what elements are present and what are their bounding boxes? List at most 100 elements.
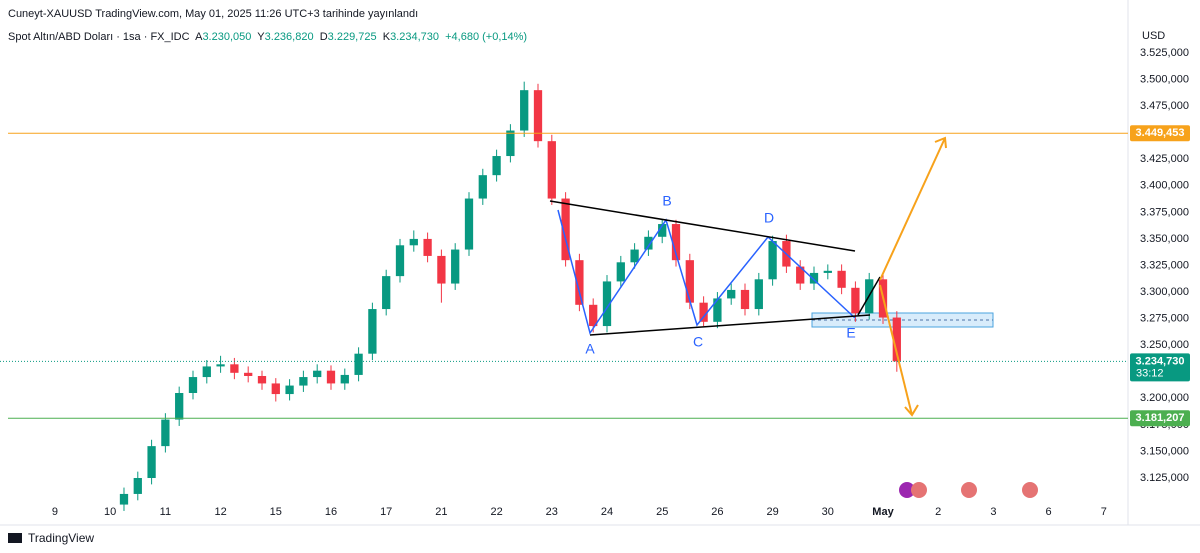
ohlc-key: Y (257, 31, 265, 43)
currency: USD (1142, 30, 1165, 42)
brand: TradingView (28, 531, 94, 545)
candle-body (616, 262, 625, 282)
candle-body (520, 90, 529, 131)
y-tick-label: 3.325,000 (1140, 259, 1189, 271)
candle-body (685, 260, 694, 303)
candle-body (202, 366, 211, 378)
candle-body (326, 370, 336, 384)
ohlc-key: K (382, 31, 391, 43)
ohlc-value: 3.229,725 (327, 31, 377, 43)
trendline (857, 276, 881, 316)
trendline (549, 200, 856, 252)
zigzag (557, 209, 856, 335)
x-tick-label: 24 (601, 506, 613, 518)
candle-body (796, 266, 805, 284)
price-label: 3.181,207 (1136, 412, 1185, 424)
pattern-label: D (764, 210, 774, 226)
candle-body (299, 377, 308, 386)
arrow-head (934, 136, 947, 149)
attribution: Cuneyt-XAUUSD TradingView.com, May 01, 2… (8, 8, 419, 20)
candle-body (382, 276, 391, 310)
y-tick-label: 3.525,000 (1140, 47, 1189, 59)
candle-body (285, 385, 294, 395)
x-tick-label: 9 (52, 506, 58, 518)
x-tick-label: 26 (711, 506, 723, 518)
arrow (879, 284, 913, 416)
candle-body (713, 298, 722, 322)
pattern-label: E (846, 325, 855, 341)
x-tick-label: 12 (214, 506, 226, 518)
candle-body (271, 383, 280, 395)
brand-logo (8, 533, 22, 543)
candle-body (727, 289, 736, 299)
candle-body (547, 141, 556, 199)
y-tick-label: 3.150,000 (1140, 445, 1189, 457)
x-tick-label: 25 (656, 506, 668, 518)
candle-body (188, 377, 198, 393)
candle-body (589, 304, 598, 327)
x-tick-label: 10 (104, 506, 116, 518)
candle-body (230, 364, 239, 373)
candle-body (768, 241, 777, 280)
candle-body (561, 198, 570, 261)
candle-body (492, 156, 501, 176)
y-tick-label: 3.125,000 (1140, 472, 1189, 484)
event-icons (899, 482, 1038, 498)
candle-body (478, 175, 487, 199)
candle-body (740, 289, 750, 310)
x-tick-label: 2 (935, 506, 941, 518)
y-tick-label: 3.425,000 (1140, 153, 1189, 165)
candle-body (354, 353, 363, 375)
x-tick-label: May (872, 506, 894, 518)
candle-body (175, 392, 184, 420)
x-tick-label: 15 (270, 506, 282, 518)
arrow (879, 137, 946, 281)
x-tick-label: 21 (435, 506, 447, 518)
candle-body (340, 374, 349, 384)
arrow-head (904, 404, 919, 417)
candle-body (161, 419, 170, 447)
legend: Spot Altın/ABD Doları · 1sa · FX_IDC A3.… (8, 31, 527, 43)
price-label: 3.449,453 (1136, 127, 1185, 139)
price-label-bg (1130, 125, 1190, 142)
ohlc-value: 3.230,050 (202, 31, 252, 43)
ohlc-key: D (319, 31, 328, 43)
candle-body (147, 446, 156, 479)
candle-body (423, 238, 432, 256)
candle-body (368, 309, 377, 354)
candle-body (133, 478, 142, 494)
ohlc-value: 3.236,820 (264, 31, 314, 43)
x-tick-label: 16 (325, 506, 337, 518)
candle-body (671, 224, 681, 261)
x-tick-label: 23 (546, 506, 558, 518)
last-price-label: 3.234,730 (1136, 355, 1185, 367)
candle-body (451, 249, 460, 284)
candle-body (809, 272, 819, 284)
candle-body (851, 287, 860, 314)
y-tick-label: 3.350,000 (1140, 233, 1189, 245)
x-tick-label: 22 (490, 506, 502, 518)
candle-body (395, 245, 405, 277)
candle-body (823, 270, 832, 273)
candle-body (658, 224, 667, 237)
x-tick-label: 17 (380, 506, 392, 518)
y-tick-label: 3.275,000 (1140, 313, 1189, 325)
last-price-bg (1130, 353, 1190, 382)
candle-body (837, 270, 846, 288)
candle-body (754, 279, 763, 310)
change: +4,680 (+0,14%) (445, 31, 528, 43)
candle-body (644, 236, 653, 250)
candle-body (506, 130, 515, 157)
candle-body (892, 317, 901, 362)
candle-body (533, 90, 543, 142)
x-tick-label: 30 (822, 506, 834, 518)
y-tick-label: 3.250,000 (1140, 339, 1189, 351)
candle-body (409, 238, 418, 246)
pattern-label: A (585, 341, 595, 357)
x-tick-label: 29 (766, 506, 778, 518)
candle-body (575, 260, 584, 305)
x-tick-label: 11 (160, 506, 171, 518)
x-tick-label: 3 (990, 506, 996, 518)
candle-body (699, 302, 708, 322)
